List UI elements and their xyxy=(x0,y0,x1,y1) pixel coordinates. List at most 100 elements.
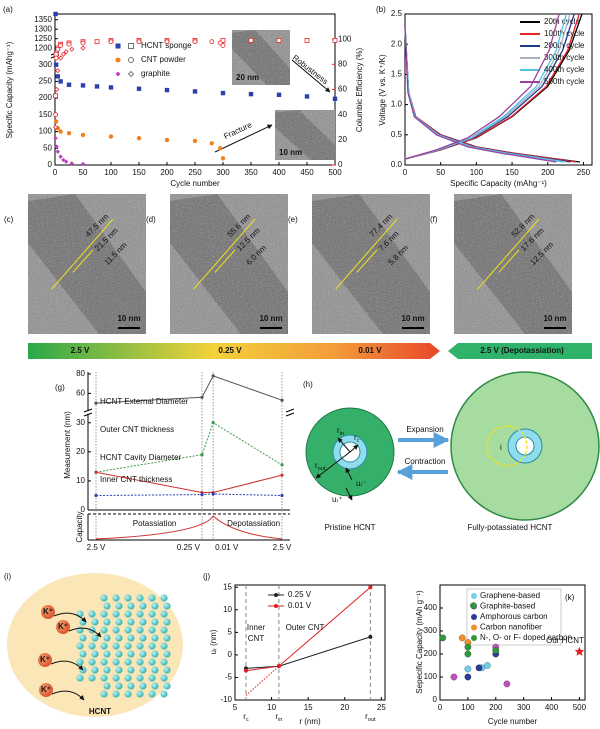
discharge-curve xyxy=(404,26,557,163)
carbon-atom xyxy=(100,594,108,602)
y-tick-label: -10 xyxy=(220,695,232,704)
series-line xyxy=(95,493,283,496)
panel-label: (g) xyxy=(55,383,65,392)
carbon-atom xyxy=(100,658,108,666)
efficiency-point xyxy=(332,38,338,43)
x-tick-label: 5 xyxy=(233,703,238,712)
efficiency-point xyxy=(220,38,226,43)
carbon-atom xyxy=(127,650,135,658)
legend-marker xyxy=(274,593,278,597)
radius-label: rc xyxy=(354,433,360,444)
carbon-atom xyxy=(112,674,120,682)
x-tick-label: 400 xyxy=(545,703,559,712)
ion xyxy=(38,653,52,667)
carbon-atom xyxy=(151,634,159,642)
x-tick-label: 200 xyxy=(489,703,503,712)
capacity-point xyxy=(66,82,72,87)
series-label: HCNT Cavity Diameter xyxy=(100,453,182,462)
legend-marker xyxy=(471,624,477,631)
carbon-atom xyxy=(151,602,159,610)
ion xyxy=(39,683,53,697)
efficiency-point xyxy=(55,46,61,52)
axis-label: Capacity xyxy=(75,511,84,542)
region-label: Outer CNT xyxy=(286,623,325,632)
carbon-atom xyxy=(100,610,108,618)
legend-marker xyxy=(471,593,477,599)
y-tick-label: 1300 xyxy=(34,24,52,33)
point xyxy=(280,473,284,477)
carbon-atom xyxy=(148,642,156,650)
series-label: HCNT External Diameter xyxy=(100,397,189,406)
point xyxy=(211,374,215,378)
efficiency-point xyxy=(60,51,66,57)
capacity-point xyxy=(64,159,69,164)
carbon-atom xyxy=(160,690,168,698)
y-tick-label: 0 xyxy=(81,505,86,514)
carbon-atom xyxy=(127,666,135,674)
legend-marker xyxy=(128,43,134,49)
capacity-point xyxy=(66,131,72,136)
efficiency-point xyxy=(58,43,63,48)
text-part: c xyxy=(246,717,249,723)
carbon-atom xyxy=(136,658,144,666)
carbon-atom xyxy=(136,626,144,634)
capacity-point xyxy=(164,137,170,143)
legend-label: Graphene-based xyxy=(480,591,540,600)
carbon-atom xyxy=(112,642,120,650)
x-tick-label: 0 xyxy=(438,703,443,712)
panel-label: (k) xyxy=(565,593,575,602)
capacity-point xyxy=(53,11,58,17)
point xyxy=(458,634,466,642)
carbon-atom xyxy=(148,690,156,698)
point xyxy=(464,643,472,651)
carbon-atom xyxy=(160,626,168,634)
point xyxy=(368,585,373,590)
carbon-atom xyxy=(100,674,108,682)
texture xyxy=(170,194,288,334)
scale-label: 10 nm xyxy=(401,314,424,323)
capacity-point xyxy=(164,87,170,93)
y-tick-label: 100 xyxy=(39,127,53,136)
y-tick-label: 2.0 xyxy=(391,39,403,48)
measure-line xyxy=(72,249,94,273)
carbon-atom xyxy=(91,634,99,642)
point xyxy=(464,650,472,658)
ion xyxy=(56,620,70,634)
text-part: out xyxy=(318,466,326,472)
legend-label: Amphorous carbon xyxy=(480,612,548,621)
carbon-atom xyxy=(139,618,147,626)
text-part: r xyxy=(243,712,246,721)
x-tick-label: 15 xyxy=(304,703,313,712)
panel-label: (e) xyxy=(288,215,298,224)
panel-label: (c) xyxy=(4,215,14,224)
x-tick-label: 400 xyxy=(272,168,286,177)
y-tick-label: 15 xyxy=(223,582,232,591)
efficiency-point xyxy=(164,39,170,45)
ion-path xyxy=(53,612,87,623)
capacity-curve xyxy=(95,515,283,540)
carbon-atom xyxy=(115,602,123,610)
efficiency-point xyxy=(66,41,72,47)
x-tick-label: 250 xyxy=(577,168,591,177)
point xyxy=(464,673,472,681)
carbon-atom xyxy=(151,618,159,626)
capacity-point xyxy=(55,74,60,79)
point xyxy=(200,492,204,497)
x-tick-label: 450 xyxy=(300,168,314,177)
y-tick-label: 0 xyxy=(228,650,233,659)
x-tick-label: 200 xyxy=(541,168,555,177)
carbon-atom xyxy=(115,634,123,642)
efficiency-point xyxy=(53,112,58,118)
carbon-atom xyxy=(151,682,159,690)
ion-label: K⁺ xyxy=(40,655,50,664)
series-label: Inner CNT thickness xyxy=(100,475,172,484)
carbon-atom xyxy=(103,650,111,658)
legend-marker xyxy=(274,604,278,608)
carbon-atom xyxy=(148,610,156,618)
voltage-label: 0.01 V xyxy=(358,346,382,355)
axis-break xyxy=(83,408,295,417)
y-tick-label: 0 xyxy=(48,160,53,169)
panel-label: (d) xyxy=(146,215,156,224)
axis-label: Cycle number xyxy=(170,179,220,188)
carbon-atom xyxy=(139,602,147,610)
